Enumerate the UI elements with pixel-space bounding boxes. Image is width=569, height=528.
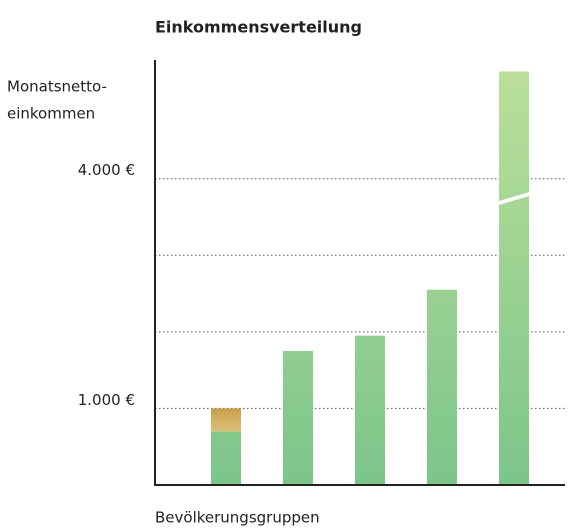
y-tick-label: 4.000 € — [78, 161, 135, 179]
bar — [355, 335, 385, 485]
bar — [499, 71, 529, 486]
bar — [211, 408, 241, 432]
chart-title: Einkommensverteilung — [155, 18, 362, 37]
bar — [283, 350, 313, 485]
y-tick-label: 1.000 € — [78, 391, 135, 409]
y-axis-label: Monatsnetto- — [7, 78, 107, 96]
axis-break — [497, 191, 531, 206]
bar — [427, 289, 457, 485]
y-axis-label: einkommen — [7, 105, 95, 123]
x-axis-label: Bevölkerungsgruppen — [155, 509, 320, 527]
bar — [211, 431, 241, 485]
